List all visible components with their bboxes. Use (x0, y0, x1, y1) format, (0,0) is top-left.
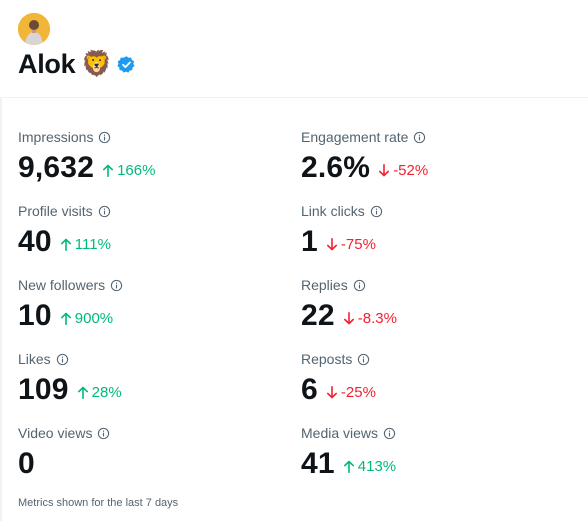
metric-value: 41 (301, 447, 335, 480)
metric-label-row: Media views (301, 425, 396, 441)
metric-label: Reposts (301, 351, 353, 367)
metric-value-row: 2.6% -52% (301, 151, 428, 185)
metric-change: 166% (102, 162, 155, 179)
info-icon[interactable] (56, 353, 69, 366)
metric-change-value: -75% (340, 236, 376, 253)
metric-value-row: 1 -75% (301, 225, 383, 259)
metric-change-value: 413% (357, 458, 397, 475)
metric-label: Media views (301, 425, 379, 441)
metric-media-views: Media views 41 413% (301, 425, 396, 481)
metric-value: 22 (301, 299, 335, 332)
metric-value-row: 40 111% (18, 225, 111, 259)
metric-change: 900% (60, 310, 113, 327)
metric-label: Replies (301, 277, 348, 293)
metric-link-clicks: Link clicks 1 -75% (301, 203, 383, 259)
arrow-up-icon (102, 164, 114, 177)
metric-new-followers: New followers 10 900% (18, 277, 123, 333)
metric-engagement-rate: Engagement rate 2.6% -52% (301, 129, 428, 185)
metric-value: 10 (18, 299, 52, 332)
lion-emoji: 🦁 (81, 49, 113, 78)
info-icon[interactable] (97, 427, 110, 440)
metric-label-row: Reposts (301, 351, 376, 367)
arrow-up-icon (343, 460, 355, 473)
panel-divider (0, 97, 2, 521)
metric-value: 0 (18, 447, 35, 480)
metric-change-value: -25% (340, 384, 376, 401)
profile-header: Alok 🦁 (0, 0, 588, 98)
metric-label-row: Engagement rate (301, 129, 428, 145)
info-icon[interactable] (98, 131, 111, 144)
metric-value: 9,632 (18, 151, 95, 184)
metric-change: -52% (378, 162, 428, 179)
avatar[interactable] (18, 13, 50, 45)
metric-change-value: 111% (74, 236, 111, 253)
metric-change: -8.3% (343, 310, 397, 327)
metric-label-row: Profile visits (18, 203, 111, 219)
info-icon[interactable] (413, 131, 426, 144)
metric-impressions: Impressions 9,632 166% (18, 129, 155, 185)
metric-change: -75% (326, 236, 376, 253)
metric-label: Impressions (18, 129, 94, 145)
metric-profile-visits: Profile visits 40 111% (18, 203, 111, 259)
metric-value-row: 109 28% (18, 373, 122, 407)
metric-label-row: New followers (18, 277, 123, 293)
metric-change: 111% (60, 236, 111, 253)
metric-change-value: 166% (117, 162, 156, 179)
metric-change-value: -52% (393, 162, 429, 179)
metric-label: Profile visits (18, 203, 93, 219)
metric-change: 28% (77, 384, 122, 401)
metric-label: Likes (18, 351, 51, 367)
metric-value: 1 (301, 225, 318, 258)
metric-replies: Replies 22 -8.3% (301, 277, 397, 333)
arrow-up-icon (60, 312, 72, 325)
metric-change: 413% (343, 458, 396, 475)
metric-label-row: Likes (18, 351, 122, 367)
info-icon[interactable] (370, 205, 383, 218)
metric-value-row: 6 -25% (301, 373, 376, 407)
metric-change-value: -8.3% (357, 310, 397, 327)
metric-label: Engagement rate (301, 129, 409, 145)
metric-value: 2.6% (301, 151, 371, 184)
metric-likes: Likes 109 28% (18, 351, 122, 407)
metric-value-row: 9,632 166% (18, 151, 155, 185)
metric-change-value: 28% (91, 384, 122, 401)
info-icon[interactable] (98, 205, 111, 218)
arrow-up-icon (60, 238, 72, 251)
metric-change-value: 900% (74, 310, 114, 327)
metric-label-row: Link clicks (301, 203, 383, 219)
metric-value-row: 10 900% (18, 299, 123, 333)
metric-value: 109 (18, 373, 69, 406)
info-icon[interactable] (110, 279, 123, 292)
arrow-up-icon (77, 386, 89, 399)
info-icon[interactable] (383, 427, 396, 440)
metric-label-row: Video views (18, 425, 110, 441)
arrow-down-icon (378, 164, 390, 177)
metric-label-row: Replies (301, 277, 397, 293)
metric-change: -25% (326, 384, 376, 401)
metric-label: Video views (18, 425, 93, 441)
verified-badge-icon (117, 55, 136, 74)
arrow-down-icon (326, 238, 338, 251)
metric-value: 6 (301, 373, 318, 406)
arrow-down-icon (326, 386, 338, 399)
metric-value-row: 0 (18, 447, 110, 481)
profile-name[interactable]: Alok (18, 48, 76, 79)
metric-value: 40 (18, 225, 52, 258)
info-icon[interactable] (357, 353, 370, 366)
metric-video-views: Video views 0 (18, 425, 110, 481)
profile-name-row: Alok 🦁 (18, 47, 136, 81)
metric-label: New followers (18, 277, 106, 293)
info-icon[interactable] (353, 279, 366, 292)
metric-label-row: Impressions (18, 129, 155, 145)
metric-label: Link clicks (301, 203, 365, 219)
metric-reposts: Reposts 6 -25% (301, 351, 376, 407)
metrics-footnote: Metrics shown for the last 7 days (18, 497, 179, 509)
metric-value-row: 41 413% (301, 447, 396, 481)
metric-value-row: 22 -8.3% (301, 299, 397, 333)
arrow-down-icon (343, 312, 355, 325)
